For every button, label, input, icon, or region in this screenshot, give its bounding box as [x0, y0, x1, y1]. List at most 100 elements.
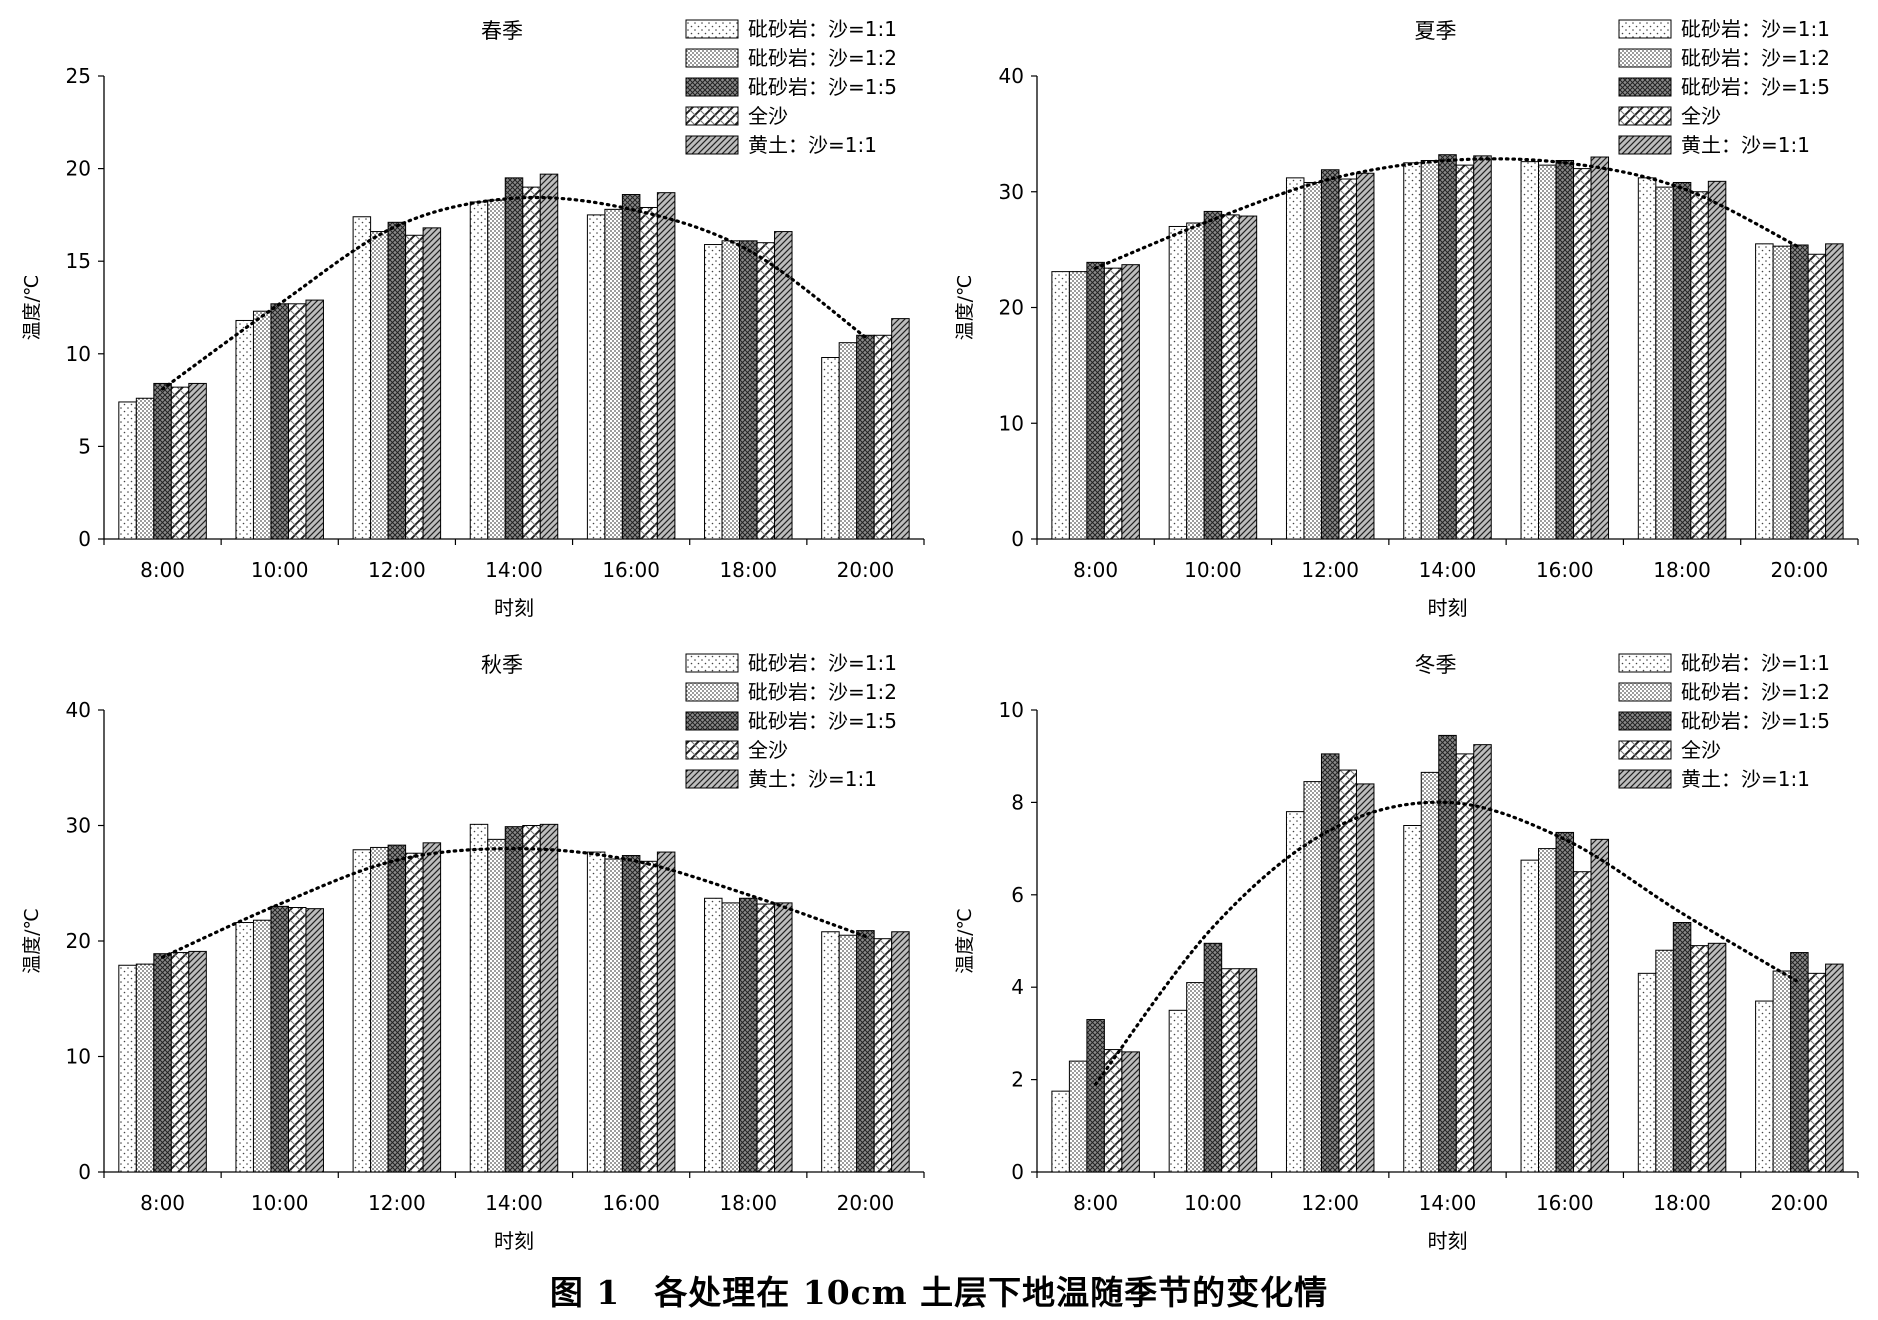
- legend-swatch: [685, 19, 739, 39]
- legend-label: 砒砂岩：沙=1:2: [748, 46, 897, 70]
- bar: [1355, 783, 1375, 1173]
- y-tick-label: 4: [1011, 975, 1024, 999]
- bar: [1221, 968, 1240, 1173]
- bar: [1573, 871, 1592, 1173]
- legend-swatch: [1618, 19, 1672, 39]
- legend-swatch: [685, 48, 739, 68]
- y-tick-label: 10: [999, 411, 1024, 435]
- bar: [153, 382, 172, 540]
- bar: [118, 401, 137, 540]
- x-tick-label: 12:00: [368, 558, 426, 582]
- bar: [604, 858, 623, 1173]
- bar: [1285, 811, 1305, 1173]
- bar: [1755, 1000, 1774, 1173]
- bar: [873, 334, 893, 540]
- x-tick-label: 8:00: [140, 1191, 185, 1215]
- bar: [487, 199, 506, 540]
- y-tick-label: 0: [78, 1160, 91, 1184]
- bar: [1420, 771, 1440, 1173]
- chart-panel-3: 秋季 0 10 20 30 40 温度/℃ 8:00 10:00 12:00 14:00 16:00 1…: [21, 651, 925, 1253]
- legend-label: 砒砂岩：沙=1:5: [1681, 709, 1830, 733]
- bar: [1473, 155, 1492, 540]
- trendline: [1094, 157, 1801, 270]
- bar: [1790, 952, 1809, 1173]
- bar: [656, 851, 676, 1173]
- bar: [1186, 982, 1205, 1173]
- legend-swatch: [685, 711, 739, 731]
- trendline: [1094, 800, 1801, 1086]
- chart-title: 秋季: [481, 653, 523, 677]
- bar: [1186, 222, 1205, 540]
- bar: [891, 931, 910, 1173]
- bar: [287, 907, 307, 1173]
- y-tick-label: 5: [78, 434, 91, 458]
- x-tick-label: 20:00: [837, 1191, 895, 1215]
- bar: [838, 342, 858, 540]
- bar: [1121, 1051, 1140, 1173]
- legend-label: 全沙: [1681, 738, 1721, 762]
- bar: [1338, 178, 1357, 540]
- legend-label: 砒砂岩：沙=1:1: [748, 651, 897, 675]
- bar: [756, 242, 776, 540]
- bar: [469, 201, 489, 540]
- x-tick-label: 14:00: [1419, 1191, 1477, 1215]
- chart-title: 夏季: [1415, 19, 1457, 43]
- bar: [1086, 261, 1105, 540]
- bar: [1403, 162, 1422, 540]
- bar: [1168, 225, 1188, 540]
- chart-panel-4: 冬季 0 2 4 6 8 10 温度/℃ 8:00 10:00 12:00 14:00 16:00 18:…: [954, 651, 1859, 1253]
- bar: [1772, 970, 1792, 1173]
- bar: [1051, 1090, 1070, 1173]
- bar: [1672, 922, 1692, 1173]
- x-tick-label: 18:00: [1653, 1191, 1711, 1215]
- bar: [821, 931, 840, 1173]
- x-tick-label: 14:00: [485, 558, 543, 582]
- bar: [422, 227, 442, 540]
- bar: [352, 849, 372, 1173]
- x-tick-label: 16:00: [1536, 1191, 1594, 1215]
- bar: [1655, 186, 1674, 540]
- bar: [270, 303, 289, 540]
- bar: [235, 319, 254, 540]
- bar: [1355, 172, 1375, 540]
- x-tick-label: 10:00: [1184, 1191, 1242, 1215]
- x-tick-label: 12:00: [1301, 558, 1359, 582]
- bar: [405, 852, 424, 1173]
- legend-label: 全沙: [1681, 104, 1721, 128]
- x-tick-label: 18:00: [719, 558, 777, 582]
- legend-label: 砒砂岩：沙=1:2: [1681, 680, 1830, 704]
- legend-label: 砒砂岩：沙=1:5: [1681, 75, 1830, 99]
- x-tick-label: 10:00: [1184, 558, 1242, 582]
- bar: [838, 934, 858, 1173]
- bar: [1051, 271, 1070, 540]
- y-tick-label: 10: [66, 1045, 91, 1069]
- bar: [1103, 267, 1123, 540]
- legend-label: 砒砂岩：沙=1:5: [748, 709, 897, 733]
- x-tick-label: 20:00: [1771, 1191, 1829, 1215]
- bar: [1068, 1060, 1088, 1173]
- bar: [487, 838, 506, 1173]
- bar: [188, 950, 207, 1173]
- legend-swatch: [685, 740, 739, 760]
- bar: [721, 902, 741, 1173]
- y-tick-label: 0: [1011, 1160, 1024, 1184]
- bar: [352, 216, 372, 540]
- bar: [1303, 181, 1322, 540]
- bar: [1438, 154, 1457, 540]
- x-axis-label: 时刻: [1428, 1229, 1468, 1253]
- bar: [1707, 942, 1727, 1173]
- legend-label: 砒砂岩：沙=1:1: [1681, 17, 1830, 41]
- bar: [721, 240, 741, 540]
- bar: [370, 231, 389, 540]
- bar: [1320, 169, 1340, 540]
- bar: [756, 903, 776, 1173]
- bar: [1285, 177, 1305, 540]
- bar: [1121, 264, 1140, 540]
- legend-swatch: [685, 682, 739, 702]
- bar: [1790, 244, 1809, 540]
- bar: [1420, 159, 1440, 540]
- x-tick-label: 16:00: [602, 558, 660, 582]
